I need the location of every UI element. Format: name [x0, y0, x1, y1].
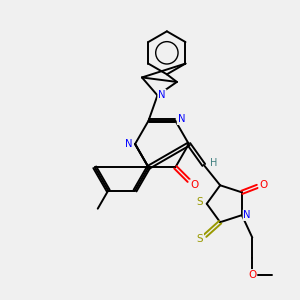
Text: S: S — [196, 234, 203, 244]
Text: H: H — [210, 158, 217, 167]
Text: N: N — [178, 114, 185, 124]
Text: O: O — [259, 180, 268, 190]
Text: N: N — [125, 139, 132, 149]
Text: O: O — [190, 180, 198, 190]
Text: O: O — [248, 270, 256, 280]
Text: N: N — [244, 210, 251, 220]
Text: N: N — [158, 90, 166, 100]
Text: S: S — [197, 197, 203, 207]
